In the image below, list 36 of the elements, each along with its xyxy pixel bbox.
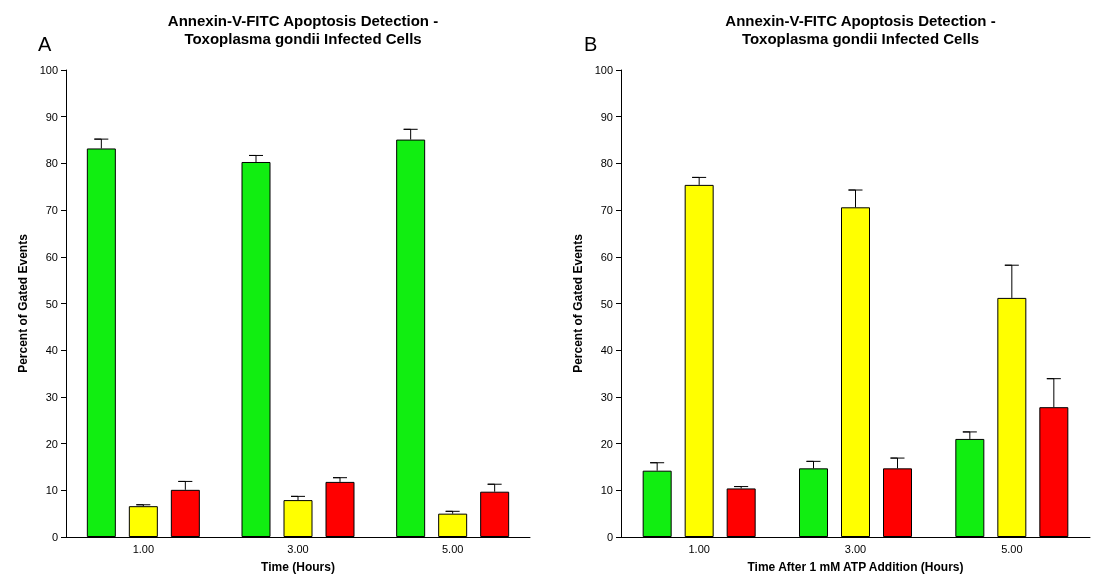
y-tick-label: 60 xyxy=(45,250,58,263)
x-tick-label: 1.00 xyxy=(132,542,155,555)
y-axis-title: Percent of Gated Events xyxy=(570,233,585,373)
y-tick-label: 20 xyxy=(45,437,58,450)
y-tick-label: 10 xyxy=(600,484,613,497)
chart-title: Annexin-V-FITC Apoptosis Detection - Toxoplasma gondii Infected Cells xyxy=(167,11,439,47)
y-tick-label: 80 xyxy=(45,157,58,170)
y-tick-label: 20 xyxy=(600,437,613,450)
y-tick-label: 70 xyxy=(45,204,58,217)
y-tick-label: 100 xyxy=(594,64,613,76)
x-tick-label: 5.00 xyxy=(441,542,464,555)
text: B xyxy=(584,33,598,55)
y-tick-label: 90 xyxy=(45,110,58,123)
y-tick-label: 0 xyxy=(606,531,613,543)
y-tick-label: 10 xyxy=(45,484,58,497)
x-axis-title: Time After 1 mM ATP Addition (Hours) xyxy=(747,560,964,574)
x-tick-label: 3.00 xyxy=(844,542,867,555)
y-tick-label: 100 xyxy=(39,64,58,76)
x-axis-title: Time (Hours) xyxy=(261,560,335,574)
y-tick-label: 80 xyxy=(600,157,613,170)
y-tick-label: 50 xyxy=(600,297,613,310)
text: A xyxy=(38,33,52,55)
y-tick-label: 40 xyxy=(45,344,58,357)
y-tick-label: 30 xyxy=(600,390,613,403)
x-tick-label: 3.00 xyxy=(287,542,309,555)
y-tick-label: 50 xyxy=(45,297,58,310)
chart-title: Annexin-V-FITC Apoptosis Detection - Toxoplasma gondii Infected Cells xyxy=(725,11,996,47)
x-tick-label: 5.00 xyxy=(1001,542,1023,555)
y-tick-label: 30 xyxy=(45,390,58,403)
y-tick-label: 40 xyxy=(600,344,613,357)
y-tick-label: 70 xyxy=(600,204,613,217)
y-tick-label: 60 xyxy=(600,250,613,263)
x-tick-label: 1.00 xyxy=(688,542,710,555)
y-tick-label: 0 xyxy=(51,531,58,543)
y-tick-label: 90 xyxy=(600,110,613,123)
y-axis-title: Percent of Gated Events xyxy=(15,233,30,373)
